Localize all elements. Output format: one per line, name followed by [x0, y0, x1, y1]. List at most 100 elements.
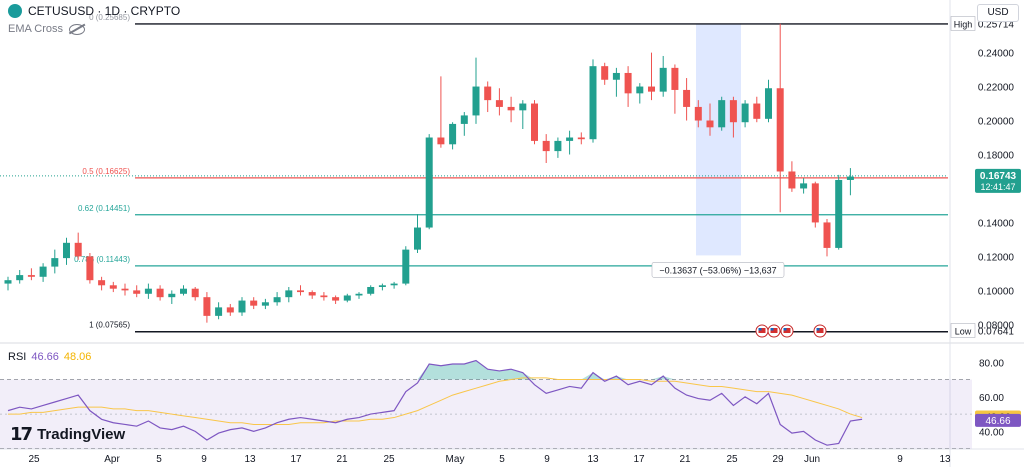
- candle-body: [601, 66, 609, 80]
- indicator-label: EMA Cross: [8, 23, 64, 35]
- candle-body: [683, 89, 691, 107]
- candle-body: [671, 67, 679, 90]
- candle-body: [437, 137, 445, 145]
- candle-body: [425, 137, 433, 228]
- candle-body: [121, 288, 129, 291]
- flag-canton: [783, 328, 787, 331]
- date-tick-label: 17: [633, 454, 645, 465]
- date-tick-label: 5: [499, 454, 505, 465]
- candle-body: [226, 307, 234, 313]
- candle-body: [706, 120, 714, 128]
- date-tick-label: Apr: [104, 454, 120, 465]
- candle-body: [460, 115, 468, 124]
- rsi-overbought-fill: [417, 360, 675, 380]
- candle-body: [355, 293, 363, 296]
- cetus-coin-icon: [8, 4, 22, 18]
- candle-body: [589, 66, 597, 140]
- date-tick-label: Jun: [804, 454, 820, 465]
- candle-body: [472, 86, 480, 116]
- fib-label-0-62: 0.62 (0.14451): [78, 204, 130, 213]
- date-tick-label: 5: [156, 454, 162, 465]
- high-value: 0.25714: [978, 19, 1015, 30]
- symbol-header[interactable]: CETUSUSD · 1D · CRYPTO: [8, 4, 180, 18]
- candle-body: [390, 283, 398, 286]
- low-value: 0.07641: [978, 326, 1015, 337]
- date-tick-label: 13: [587, 454, 599, 465]
- fib-label-0-786: 0.786 (0.11443): [74, 255, 130, 264]
- candle-body: [554, 140, 562, 152]
- candle-body: [133, 290, 141, 294]
- currency-button[interactable]: USD: [977, 4, 1019, 22]
- candle-body: [285, 290, 293, 298]
- low-tag-label: Low: [955, 326, 972, 336]
- candle-body: [542, 140, 550, 152]
- measure-range-box: [696, 23, 741, 256]
- candle-body: [297, 290, 304, 293]
- candle-body: [519, 103, 527, 111]
- candle-body: [74, 242, 82, 257]
- flag-canton: [816, 328, 820, 331]
- candle-body: [648, 86, 655, 92]
- date-tick-label: 29: [772, 454, 784, 465]
- tradingview-logo[interactable]: 17 TradingView: [10, 424, 125, 445]
- candle-body: [741, 103, 749, 123]
- rsi-line: [7, 359, 863, 446]
- rsi-header[interactable]: RSI 46.66 48.06: [8, 351, 91, 363]
- candle-body: [203, 297, 211, 316]
- countdown-timer: 12:41:47: [980, 182, 1015, 192]
- candle-body: [495, 100, 503, 107]
- price-tick-label: 0.10000: [978, 286, 1015, 297]
- flag-stripe: [758, 328, 766, 333]
- candle-body: [144, 288, 152, 294]
- eye-hidden-icon[interactable]: [69, 23, 86, 35]
- candle-body: [63, 242, 70, 259]
- date-tick-label: 9: [897, 454, 903, 465]
- candle-body: [308, 292, 316, 296]
- candle-body: [624, 72, 632, 94]
- candle-body: [612, 72, 620, 80]
- candle-body: [16, 275, 24, 281]
- rsi-tag: [975, 413, 1021, 427]
- candle-body: [180, 288, 187, 294]
- candle-body: [484, 86, 492, 101]
- candle-body: [261, 302, 269, 306]
- candle-body: [729, 100, 737, 123]
- candle-body: [718, 100, 726, 128]
- candle-body: [238, 300, 246, 313]
- measure-label: −0.13637 (−53.06%) −13,637: [659, 265, 776, 275]
- candle-body: [156, 288, 164, 298]
- candle-body: [659, 67, 667, 92]
- date-tick-label: 9: [544, 454, 550, 465]
- flag-canton: [758, 328, 762, 331]
- indicator-row[interactable]: EMA Cross: [8, 23, 86, 35]
- candle-body: [531, 103, 538, 141]
- candle-body: [98, 280, 106, 286]
- rsi-tag-value: 46.66: [985, 416, 1010, 427]
- rsi-value: 46.66: [31, 351, 59, 363]
- candle-body: [566, 137, 574, 141]
- price-tick-label: 0.12000: [978, 252, 1015, 263]
- candle-body: [449, 123, 457, 145]
- fib-label-0: 0 (0.25685): [89, 13, 130, 22]
- price-tick-label: 0.08000: [978, 320, 1015, 331]
- candle-body: [753, 103, 761, 119]
- candle-body: [86, 256, 94, 281]
- date-tick-label: 13: [939, 454, 951, 465]
- current-price-tag: [975, 168, 1021, 193]
- tradingview-mark-icon: 17: [10, 424, 33, 445]
- price-tick-label: 0.18000: [978, 150, 1015, 161]
- price-tick-label: 0.20000: [978, 117, 1015, 128]
- date-tick-label: 13: [244, 454, 256, 465]
- candle-body: [109, 285, 117, 289]
- rsi-label: RSI: [8, 351, 27, 363]
- current-price-value: 0.16743: [980, 171, 1017, 182]
- candle-body: [51, 258, 59, 267]
- date-tick-label: 21: [336, 454, 348, 465]
- rsi-tick-label: 80.00: [979, 358, 1004, 369]
- date-tick-label: 21: [679, 454, 691, 465]
- candle-body: [823, 222, 831, 248]
- rsi-tick-label: 60.00: [979, 393, 1004, 404]
- candle-body: [788, 171, 796, 189]
- logo-text: TradingView: [37, 426, 126, 443]
